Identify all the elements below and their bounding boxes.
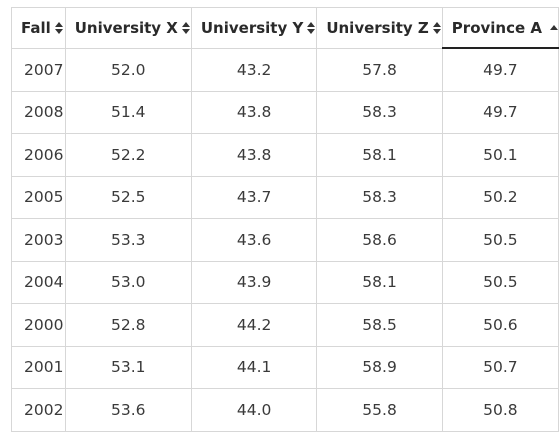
- sort-toggle-icon: [432, 21, 442, 35]
- data-table: Fall University X University Y Universit…: [11, 7, 559, 432]
- column-header-label: University Z: [326, 18, 429, 37]
- table-cell-value: 50.2: [441, 175, 559, 219]
- table-cell-value: 43.8: [190, 90, 318, 134]
- table-row: 2001 53.1 44.1 58.9 50.7: [11, 345, 559, 389]
- table-row: 2008 51.4 43.8 58.3 49.7: [11, 90, 559, 134]
- column-header-label: University Y: [200, 18, 304, 37]
- table-cell-value: 50.7: [441, 345, 559, 389]
- table-cell-value: 55.8: [316, 388, 443, 432]
- column-header-label: Fall: [21, 18, 51, 37]
- column-header-label: University X: [74, 18, 178, 37]
- sort-ascending-icon: [550, 24, 558, 30]
- table-cell-year: 2004: [11, 260, 66, 304]
- table-cell-value: 51.4: [64, 90, 192, 134]
- table-cell-value: 43.6: [190, 218, 318, 262]
- table-row: 2002 53.6 44.0 55.8 50.8: [11, 388, 559, 432]
- table-cell-value: 52.5: [64, 175, 192, 219]
- table-cell-value: 53.3: [64, 218, 192, 262]
- column-header-label: Province A: [451, 18, 542, 37]
- table-cell-value: 50.5: [441, 260, 559, 304]
- table-cell-value: 53.1: [64, 345, 192, 389]
- column-header-university-z[interactable]: University Z: [316, 7, 443, 49]
- table-cell-value: 43.9: [190, 260, 318, 304]
- table-cell-value: 53.0: [64, 260, 192, 304]
- table-cell-year: 2002: [11, 388, 66, 432]
- column-header-province-a[interactable]: Province A: [441, 7, 559, 49]
- header-row: Fall University X University Y Universit…: [11, 7, 559, 49]
- table-cell-value: 58.6: [316, 218, 443, 262]
- table-cell-value: 50.5: [441, 218, 559, 262]
- table-cell-value: 53.6: [64, 388, 192, 432]
- table-cell-value: 58.1: [316, 133, 443, 177]
- table-row: 2000 52.8 44.2 58.5 50.6: [11, 303, 559, 347]
- table-cell-value: 49.7: [441, 90, 559, 134]
- table-cell-value: 43.7: [190, 175, 318, 219]
- sort-toggle-icon: [54, 21, 64, 35]
- table-row: 2007 52.0 43.2 57.8 49.7: [11, 47, 559, 92]
- table-cell-value: 50.6: [441, 303, 559, 347]
- table-cell-year: 2006: [11, 133, 66, 177]
- table-row: 2003 53.3 43.6 58.6 50.5: [11, 218, 559, 262]
- table-cell-year: 2008: [11, 90, 66, 134]
- table-cell-value: 52.0: [64, 47, 192, 92]
- table-cell-value: 58.5: [316, 303, 443, 347]
- table-cell-value: 44.2: [190, 303, 318, 347]
- table-cell-value: 58.3: [316, 175, 443, 219]
- table-cell-year: 2005: [11, 175, 66, 219]
- table-cell-year: 2003: [11, 218, 66, 262]
- table-cell-year: 2001: [11, 345, 66, 389]
- table-cell-value: 50.8: [441, 388, 559, 432]
- table-cell-year: 2007: [11, 47, 66, 92]
- table-cell-value: 50.1: [441, 133, 559, 177]
- table-cell-value: 44.1: [190, 345, 318, 389]
- column-header-fall[interactable]: Fall: [11, 7, 66, 49]
- sort-toggle-icon: [307, 21, 316, 35]
- table-body: 2007 52.0 43.2 57.8 49.7 2008 51.4 43.8 58.3 49.7…: [11, 47, 559, 432]
- table-cell-value: 52.2: [64, 133, 192, 177]
- table-cell-value: 58.1: [316, 260, 443, 304]
- table-cell-value: 58.9: [316, 345, 443, 389]
- table-cell-value: 49.7: [441, 47, 559, 92]
- table-row: 2005 52.5 43.7 58.3 50.2: [11, 175, 559, 219]
- table-cell-value: 44.0: [190, 388, 318, 432]
- table-cell-value: 58.3: [316, 90, 443, 134]
- sort-toggle-icon: [181, 21, 191, 35]
- table-cell-value: 52.8: [64, 303, 192, 347]
- column-header-university-y[interactable]: University Y: [190, 7, 318, 49]
- data-table-container: Fall University X University Y Universit…: [11, 7, 559, 432]
- table-cell-value: 57.8: [316, 47, 443, 92]
- table-row: 2006 52.2 43.8 58.1 50.1: [11, 133, 559, 177]
- column-header-university-x[interactable]: University X: [64, 7, 192, 49]
- table-cell-value: 43.8: [190, 133, 318, 177]
- table-cell-year: 2000: [11, 303, 66, 347]
- table-cell-value: 43.2: [190, 47, 318, 92]
- table-row: 2004 53.0 43.9 58.1 50.5: [11, 260, 559, 304]
